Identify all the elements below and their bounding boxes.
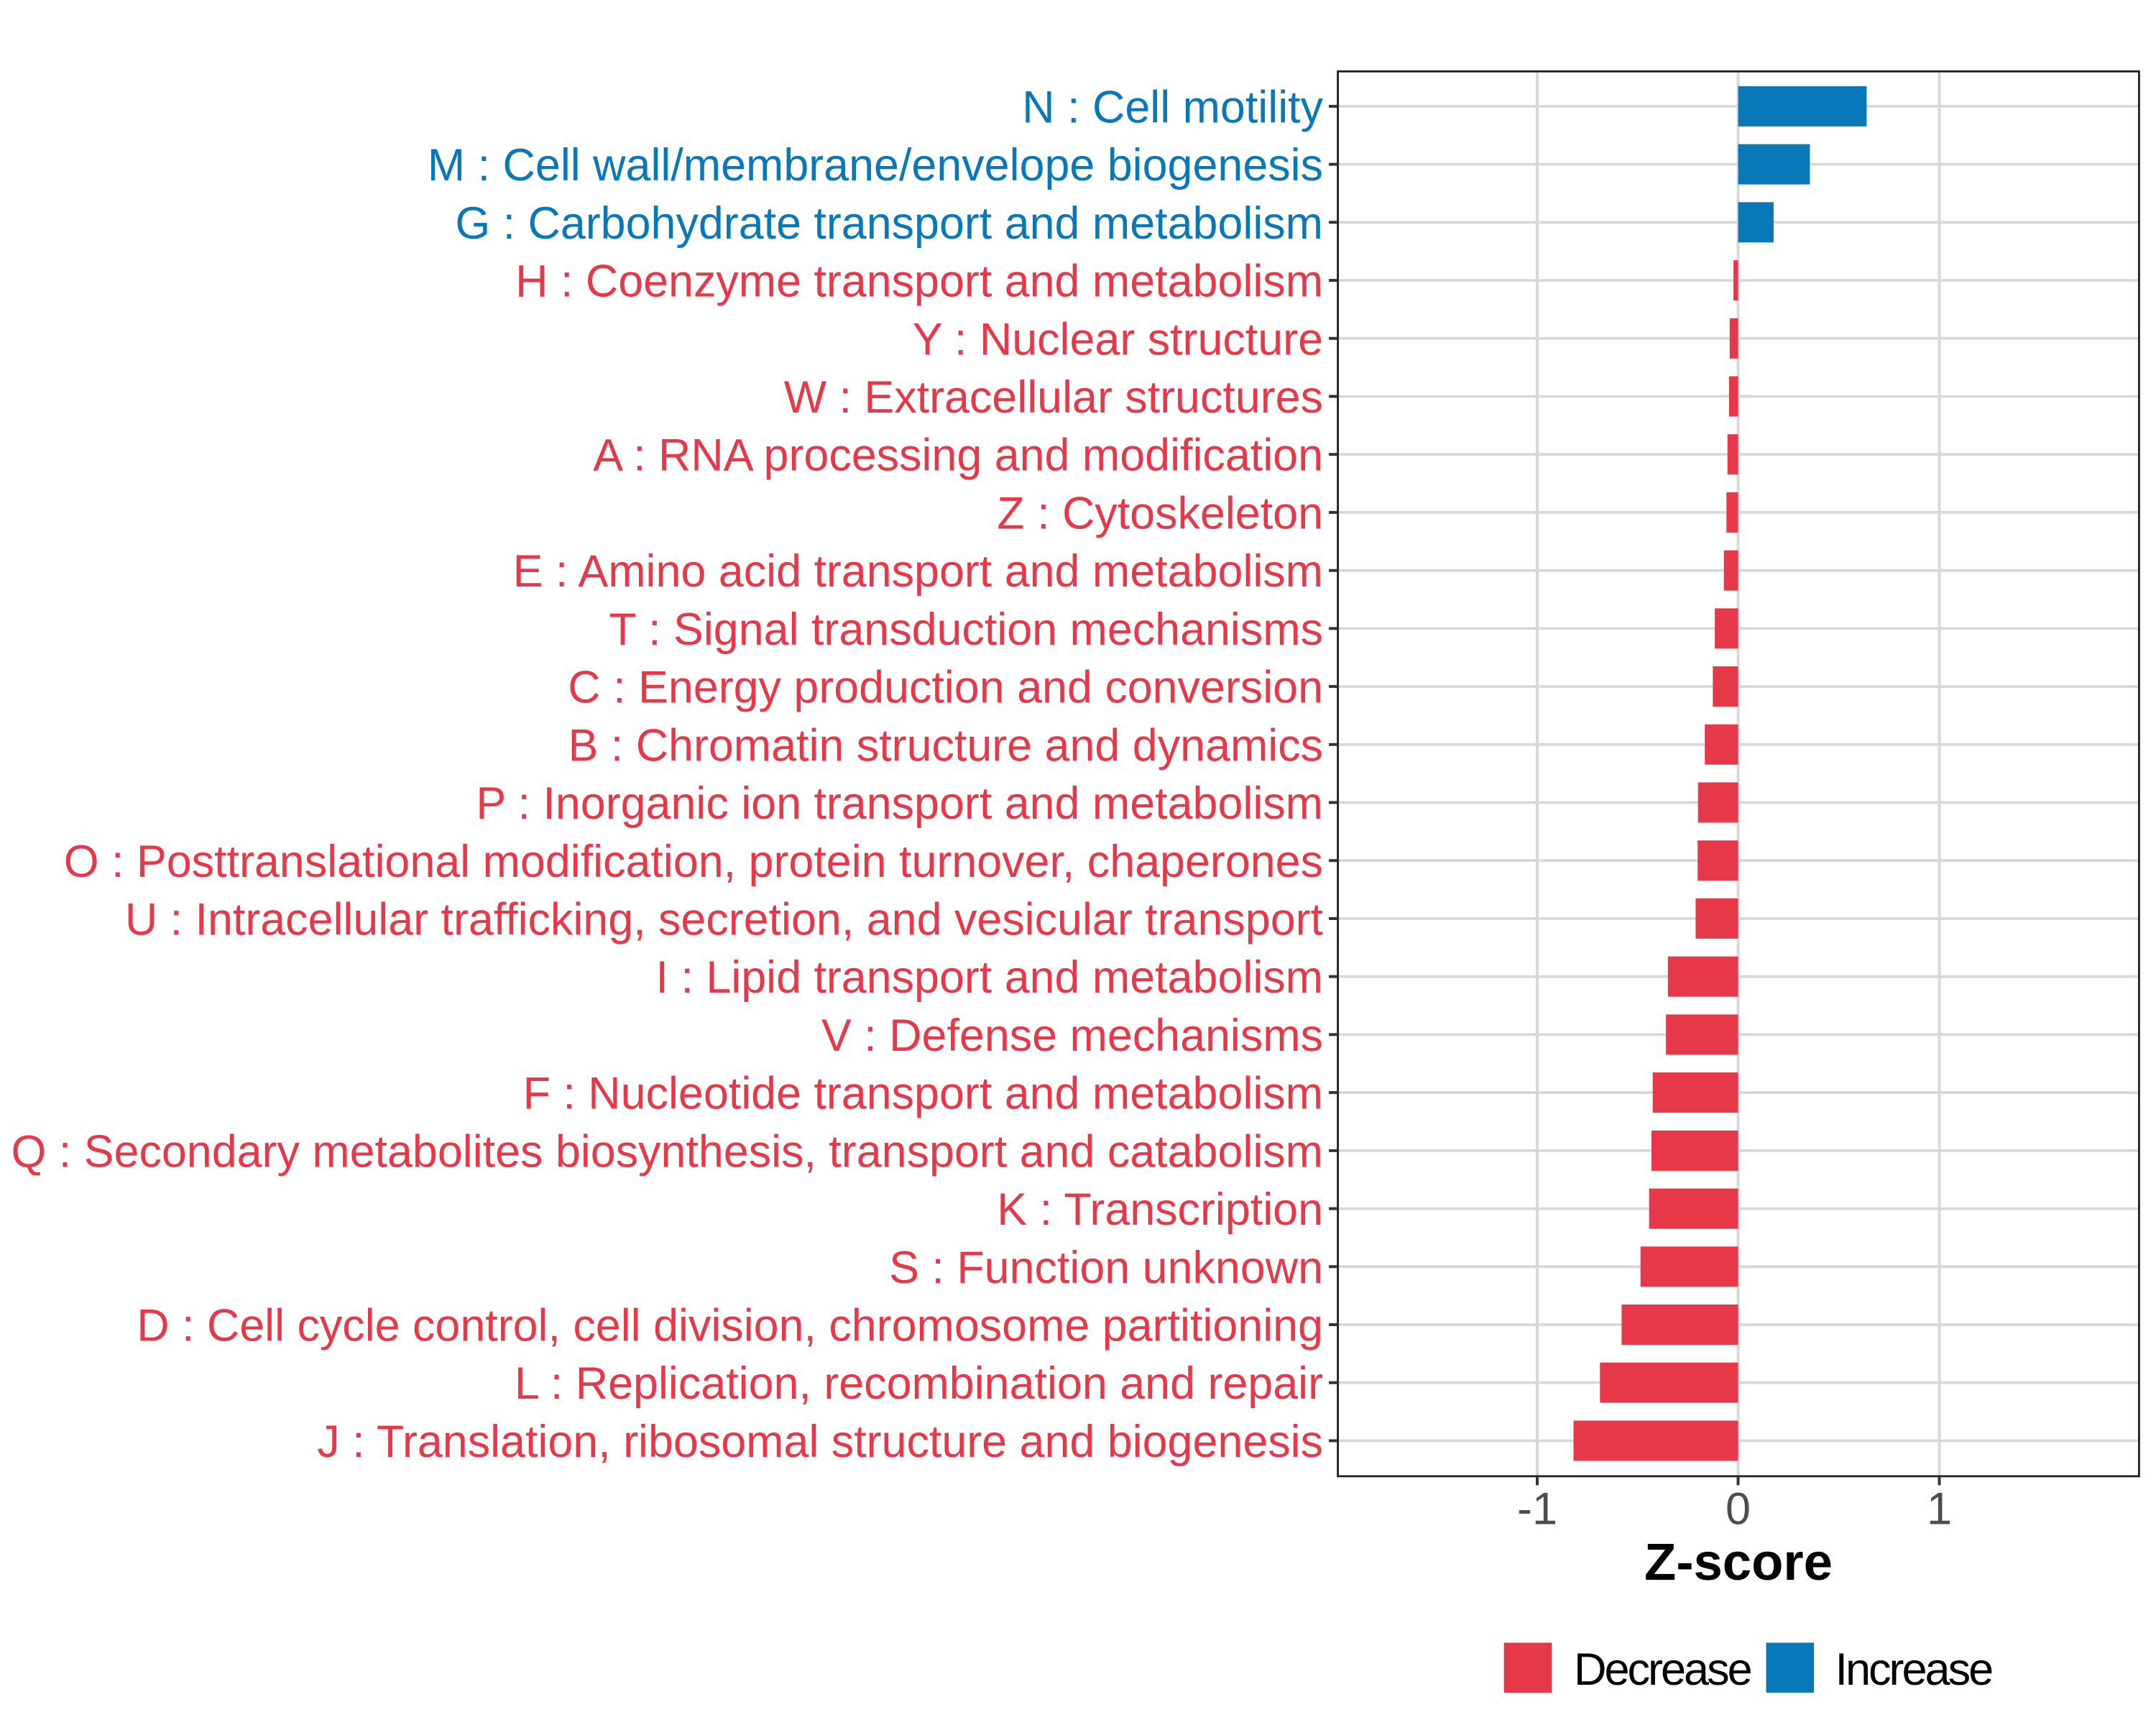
svg-text:0: 0 [1726,1484,1751,1535]
svg-text:F : Nucleotide transport and m: F : Nucleotide transport and metabolism [523,1069,1323,1119]
svg-text:E : Amino acid transport and m: E : Amino acid transport and metabolism [513,546,1323,597]
svg-text:G : Carbohydrate transport and: G : Carbohydrate transport and metabolis… [455,198,1323,249]
svg-text:N : Cell motility: N : Cell motility [1022,82,1323,132]
svg-text:J : Translation, ribosomal str: J : Translation, ribosomal structure and… [317,1417,1323,1467]
svg-text:C : Energy production and conv: C : Energy production and conversion [568,663,1323,713]
svg-text:P : Inorganic ion transport an: P : Inorganic ion transport and metaboli… [476,778,1323,829]
svg-text:Z-score: Z-score [1644,1533,1833,1591]
svg-text:Decrease: Decrease [1574,1644,1751,1695]
svg-text:-1: -1 [1517,1484,1557,1535]
svg-text:Z : Cytoskeleton: Z : Cytoskeleton [997,488,1323,538]
svg-text:M : Cell wall/membrane/envelop: M : Cell wall/membrane/envelope biogenes… [428,140,1323,190]
svg-text:U : Intracellular trafficking,: U : Intracellular trafficking, secretion… [125,895,1323,945]
svg-text:W : Extracellular structures: W : Extracellular structures [784,372,1323,423]
svg-text:A : RNA processing and modific: A : RNA processing and modification [593,431,1323,481]
svg-text:S : Function unknown: S : Function unknown [889,1243,1323,1293]
svg-text:Y : Nuclear structure: Y : Nuclear structure [913,314,1323,364]
svg-text:1: 1 [1927,1484,1952,1535]
svg-text:D : Cell cycle control, cell d: D : Cell cycle control, cell division, c… [137,1301,1323,1351]
svg-text:B : Chromatin structure and dy: B : Chromatin structure and dynamics [568,720,1323,770]
svg-text:O : Posttranslational modifica: O : Posttranslational modification, prot… [64,837,1323,887]
svg-text:Q : Secondary metabolites bios: Q : Secondary metabolites biosynthesis, … [11,1126,1323,1177]
svg-text:V : Defense mechanisms: V : Defense mechanisms [821,1011,1323,1061]
svg-text:H : Coenzyme transport and met: H : Coenzyme transport and metabolism [515,257,1323,307]
svg-text:T : Signal transduction mechan: T : Signal transduction mechanisms [609,604,1323,655]
svg-text:K : Transcription: K : Transcription [997,1184,1323,1235]
svg-text:L : Replication, recombination: L : Replication, recombination and repai… [515,1358,1323,1409]
svg-text:I : Lipid transport and metabo: I : Lipid transport and metabolism [656,952,1323,1003]
svg-text:Increase: Increase [1835,1644,1993,1695]
